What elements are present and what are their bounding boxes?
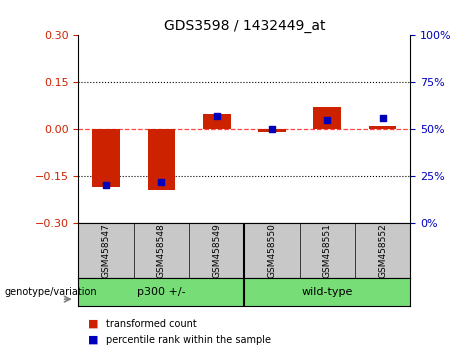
Title: GDS3598 / 1432449_at: GDS3598 / 1432449_at bbox=[164, 19, 325, 33]
Text: p300 +/-: p300 +/- bbox=[137, 287, 186, 297]
Point bbox=[268, 126, 276, 132]
Point bbox=[324, 117, 331, 122]
Point bbox=[158, 179, 165, 184]
Text: GSM458547: GSM458547 bbox=[101, 223, 111, 278]
Bar bbox=[258, 129, 286, 132]
Bar bbox=[369, 126, 396, 129]
Bar bbox=[313, 107, 341, 129]
Point bbox=[379, 115, 386, 121]
Text: GSM458552: GSM458552 bbox=[378, 223, 387, 278]
Bar bbox=[148, 129, 175, 190]
Bar bbox=[203, 114, 230, 129]
Text: GSM458551: GSM458551 bbox=[323, 223, 332, 278]
Text: genotype/variation: genotype/variation bbox=[5, 287, 97, 297]
Point bbox=[213, 113, 220, 119]
Text: ■: ■ bbox=[88, 335, 98, 345]
Text: transformed count: transformed count bbox=[106, 319, 197, 329]
Text: ■: ■ bbox=[88, 319, 98, 329]
Bar bbox=[78, 278, 244, 306]
Text: GSM458549: GSM458549 bbox=[212, 223, 221, 278]
Text: GSM458550: GSM458550 bbox=[267, 223, 277, 278]
Text: percentile rank within the sample: percentile rank within the sample bbox=[106, 335, 271, 345]
Point bbox=[102, 183, 110, 188]
Text: wild-type: wild-type bbox=[301, 287, 353, 297]
Bar bbox=[244, 278, 410, 306]
Bar bbox=[92, 129, 120, 187]
Text: GSM458548: GSM458548 bbox=[157, 223, 166, 278]
